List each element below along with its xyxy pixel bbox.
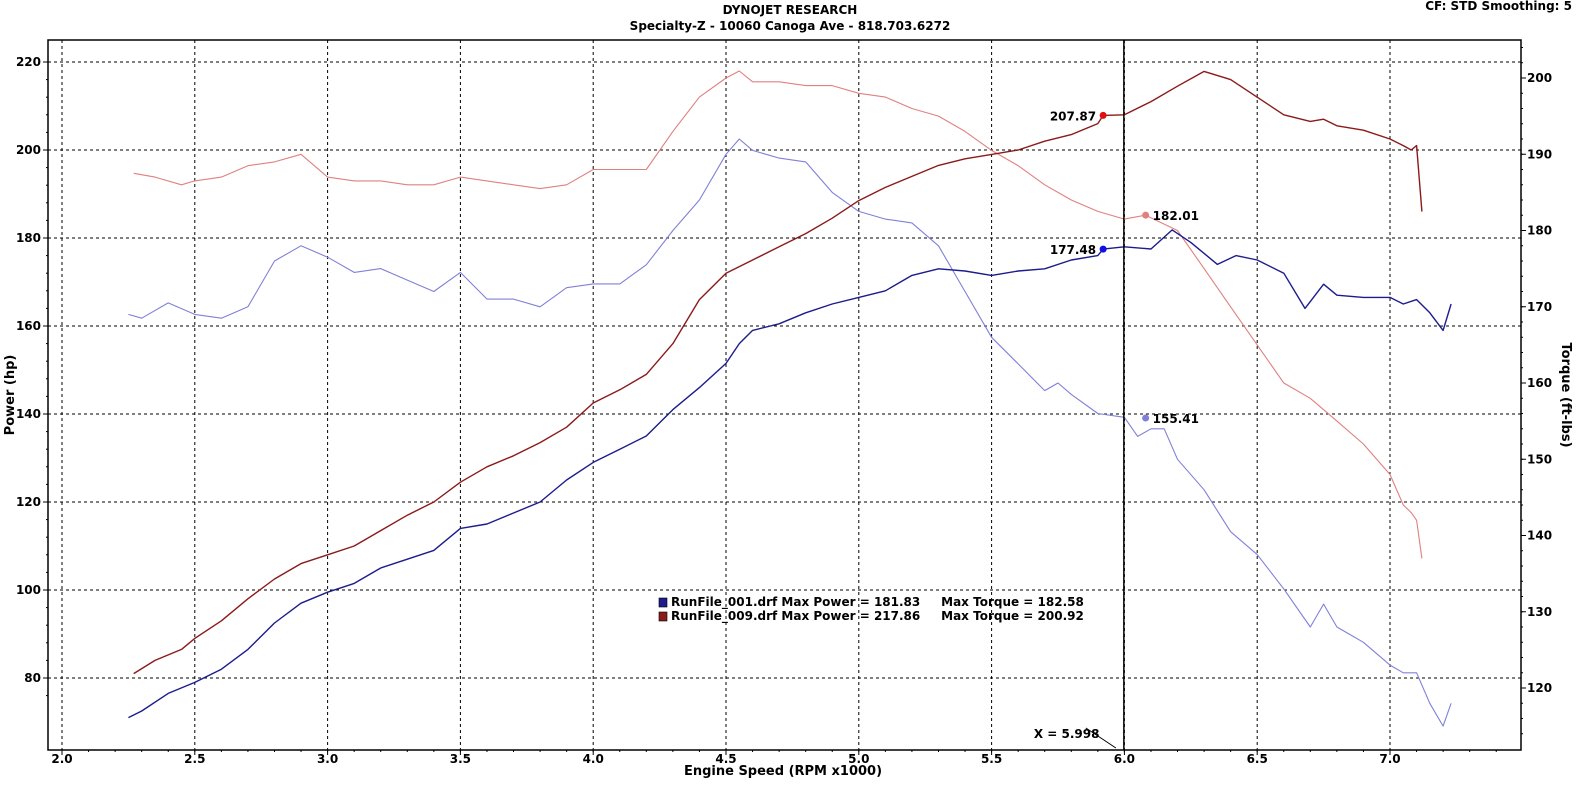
peak-marker-label: 177.48 [1050, 243, 1096, 257]
y-left-tick-label: 120 [16, 495, 41, 509]
series-line-runfile_001-torque [128, 138, 1452, 727]
y-right-tick-label: 170 [1527, 300, 1552, 314]
series-line-runfile_001-power [128, 229, 1452, 719]
x-tick-label: 3.5 [450, 752, 471, 766]
peak-marker-dot [1099, 245, 1107, 253]
x-tick-label: 4.5 [715, 752, 736, 766]
y-left-tick-label: 100 [16, 583, 41, 597]
plot-frame [47, 39, 1522, 751]
peak-marker-dot [1099, 111, 1107, 119]
peak-markers: 207.87 182.01 177.48 155.41 [1050, 109, 1199, 426]
series-line-runfile_009-power [133, 70, 1423, 675]
y-right-tick-label: 120 [1527, 681, 1552, 695]
peak-marker-label: 155.41 [1153, 412, 1199, 426]
series-line-runfile_009-torque [133, 70, 1423, 559]
x-tick-label: 6.5 [1247, 752, 1268, 766]
peak-marker-dot [1142, 414, 1150, 422]
y-right-tick-label: 160 [1527, 376, 1552, 390]
x-tick-label: 5.0 [848, 752, 869, 766]
y-left-tick-label: 180 [16, 231, 41, 245]
peak-marker-label: 207.87 [1050, 109, 1096, 123]
peak-marker-label: 182.01 [1153, 209, 1199, 223]
plot-area [47, 39, 1522, 751]
x-tick-label: 2.5 [184, 752, 205, 766]
y-right-tick-label: 140 [1527, 529, 1552, 543]
legend-entry: RunFile_009.drf Max Power = 217.86 Max T… [671, 609, 1084, 624]
y-right-tick-label: 180 [1527, 224, 1552, 238]
x-tick-label: 6.0 [1114, 752, 1135, 766]
x-tick-label: 2.0 [51, 752, 72, 766]
x-axis-label: Engine Speed (RPM x1000) [684, 764, 882, 779]
chart-settings: CF: STD Smoothing: 5 [1425, 0, 1572, 13]
y-left-tick-label: 200 [16, 143, 41, 157]
legend: RunFile_001.drf Max Power = 181.83 Max T… [658, 595, 1084, 624]
cursor-pointer [1085, 727, 1117, 749]
y-left-tick-label: 80 [24, 671, 41, 685]
cursor-readout: X = 5.998 [1034, 727, 1100, 741]
legend-entry: RunFile_001.drf Max Power = 181.83 Max T… [671, 595, 1084, 610]
legend-swatch [658, 611, 668, 622]
y-left-tick-label: 220 [16, 55, 41, 69]
cursor: X = 5.998 [1034, 40, 1125, 750]
y-axis-label-right: Torque (ft-lbs) [1558, 342, 1573, 447]
peak-marker-dot [1142, 211, 1150, 219]
x-tick-label: 5.5 [981, 752, 1002, 766]
y-right-tick-label: 130 [1527, 605, 1552, 619]
x-tick-label: 3.0 [317, 752, 338, 766]
y-axis-label-left: Power (hp) [3, 355, 18, 436]
y-right-tick-label: 150 [1527, 452, 1552, 466]
y-right-tick-label: 200 [1527, 71, 1552, 85]
chart-subtitle: Specialty-Z - 10060 Canoga Ave - 818.703… [630, 19, 951, 33]
series-lines [128, 70, 1452, 727]
axis-ticks: 2.0 2.5 3.0 3.5 4.0 4.5 5.0 5.5 6.0 6.5 7.0 80 100 12… [16, 47, 1552, 766]
chart-title: DYNOJET RESEARCH [723, 3, 858, 17]
legend-swatch [658, 597, 668, 608]
x-tick-label: 7.0 [1379, 752, 1400, 766]
y-left-tick-label: 160 [16, 319, 41, 333]
y-left-tick-label: 140 [16, 407, 41, 421]
y-right-tick-label: 190 [1527, 147, 1552, 161]
x-tick-label: 4.0 [583, 752, 604, 766]
grid-lines [48, 40, 1521, 750]
